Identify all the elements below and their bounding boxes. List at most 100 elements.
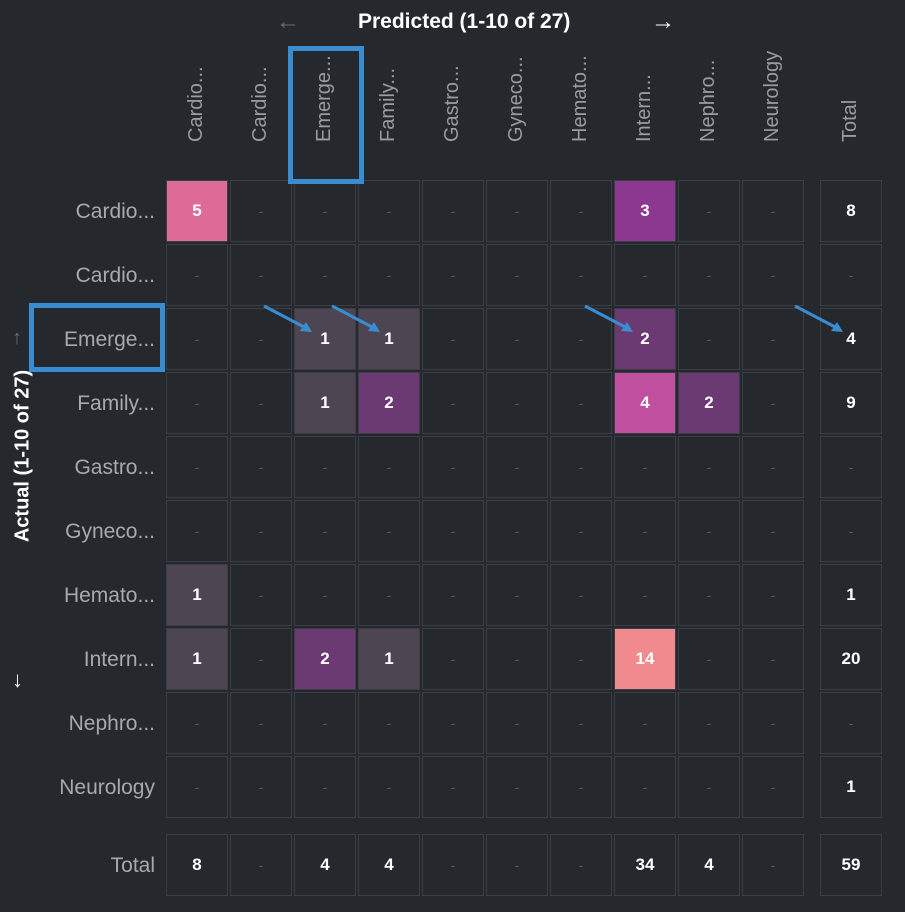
matrix-cell[interactable]: -: [358, 756, 420, 818]
row-total-cell[interactable]: 9: [820, 372, 882, 434]
matrix-cell[interactable]: -: [486, 564, 548, 626]
row-label[interactable]: Cardio...: [75, 200, 155, 223]
matrix-cell[interactable]: -: [422, 372, 484, 434]
matrix-cell[interactable]: -: [358, 244, 420, 306]
matrix-cell[interactable]: 2: [678, 372, 740, 434]
row-label[interactable]: Neurology: [59, 776, 155, 799]
matrix-cell[interactable]: -: [742, 180, 804, 242]
row-total-cell[interactable]: 8: [820, 180, 882, 242]
column-total-cell[interactable]: -: [422, 834, 484, 896]
matrix-cell[interactable]: -: [550, 564, 612, 626]
row-label[interactable]: Hemato...: [63, 584, 155, 607]
matrix-cell[interactable]: -: [486, 756, 548, 818]
matrix-cell[interactable]: -: [166, 436, 228, 498]
matrix-cell[interactable]: -: [486, 692, 548, 754]
matrix-cell[interactable]: 14: [614, 628, 676, 690]
matrix-cell[interactable]: -: [678, 180, 740, 242]
matrix-cell[interactable]: -: [742, 436, 804, 498]
next-columns-arrow-icon[interactable]: →: [651, 8, 675, 35]
matrix-cell[interactable]: -: [166, 244, 228, 306]
matrix-cell[interactable]: -: [230, 500, 292, 562]
matrix-cell[interactable]: -: [678, 244, 740, 306]
matrix-cell[interactable]: -: [486, 244, 548, 306]
row-total-cell[interactable]: -: [820, 244, 882, 306]
matrix-cell[interactable]: -: [358, 564, 420, 626]
matrix-cell[interactable]: 1: [166, 628, 228, 690]
matrix-cell[interactable]: -: [422, 756, 484, 818]
matrix-cell[interactable]: -: [678, 564, 740, 626]
column-total-cell[interactable]: 34: [614, 834, 676, 896]
matrix-cell[interactable]: -: [294, 756, 356, 818]
column-total-cell[interactable]: 4: [294, 834, 356, 896]
row-total-cell[interactable]: 1: [820, 564, 882, 626]
matrix-cell[interactable]: -: [230, 692, 292, 754]
matrix-cell[interactable]: -: [230, 756, 292, 818]
column-total-cell[interactable]: 4: [358, 834, 420, 896]
column-label[interactable]: Hemato...: [550, 45, 614, 165]
matrix-cell[interactable]: -: [358, 436, 420, 498]
row-total-cell[interactable]: 1: [820, 756, 882, 818]
matrix-cell[interactable]: -: [294, 436, 356, 498]
matrix-cell[interactable]: -: [166, 692, 228, 754]
matrix-cell[interactable]: 2: [614, 308, 676, 370]
matrix-cell[interactable]: -: [614, 756, 676, 818]
matrix-cell[interactable]: -: [742, 756, 804, 818]
column-total-cell[interactable]: 8: [166, 834, 228, 896]
column-total-cell[interactable]: 4: [678, 834, 740, 896]
matrix-cell[interactable]: 1: [358, 308, 420, 370]
matrix-cell[interactable]: -: [550, 180, 612, 242]
matrix-cell[interactable]: -: [294, 244, 356, 306]
column-label[interactable]: Cardio...: [166, 45, 230, 165]
matrix-cell[interactable]: -: [742, 564, 804, 626]
matrix-cell[interactable]: -: [422, 180, 484, 242]
matrix-cell[interactable]: -: [166, 756, 228, 818]
column-total-cell[interactable]: -: [742, 834, 804, 896]
row-total-cell[interactable]: -: [820, 436, 882, 498]
column-total-cell[interactable]: -: [230, 834, 292, 896]
matrix-cell[interactable]: -: [614, 244, 676, 306]
matrix-cell[interactable]: -: [486, 372, 548, 434]
matrix-cell[interactable]: -: [358, 692, 420, 754]
matrix-cell[interactable]: -: [742, 628, 804, 690]
matrix-cell[interactable]: -: [550, 308, 612, 370]
matrix-cell[interactable]: -: [678, 756, 740, 818]
matrix-cell[interactable]: -: [486, 308, 548, 370]
matrix-cell[interactable]: -: [230, 244, 292, 306]
matrix-cell[interactable]: -: [614, 692, 676, 754]
next-rows-arrow-icon[interactable]: ↓: [12, 667, 23, 692]
column-label[interactable]: Cardio...: [230, 45, 294, 165]
matrix-cell[interactable]: -: [422, 692, 484, 754]
row-total-cell[interactable]: 20: [820, 628, 882, 690]
matrix-cell[interactable]: -: [742, 692, 804, 754]
matrix-cell[interactable]: -: [486, 436, 548, 498]
matrix-cell[interactable]: -: [614, 500, 676, 562]
matrix-cell[interactable]: -: [294, 692, 356, 754]
matrix-cell[interactable]: -: [550, 756, 612, 818]
matrix-cell[interactable]: 2: [358, 372, 420, 434]
matrix-cell[interactable]: -: [422, 436, 484, 498]
matrix-cell[interactable]: -: [422, 500, 484, 562]
column-label[interactable]: Family...: [358, 45, 422, 165]
matrix-cell[interactable]: -: [678, 628, 740, 690]
matrix-cell[interactable]: 1: [294, 308, 356, 370]
matrix-cell[interactable]: -: [230, 564, 292, 626]
row-label[interactable]: Nephro...: [68, 712, 155, 735]
prev-rows-arrow-icon[interactable]: ↑: [12, 327, 22, 349]
matrix-cell[interactable]: 1: [294, 372, 356, 434]
matrix-cell[interactable]: 3: [614, 180, 676, 242]
matrix-cell[interactable]: -: [230, 628, 292, 690]
matrix-cell[interactable]: -: [550, 372, 612, 434]
row-total-cell[interactable]: -: [820, 500, 882, 562]
matrix-cell[interactable]: -: [422, 628, 484, 690]
matrix-cell[interactable]: -: [486, 628, 548, 690]
column-total-cell[interactable]: -: [486, 834, 548, 896]
matrix-cell[interactable]: -: [550, 500, 612, 562]
matrix-cell[interactable]: 1: [358, 628, 420, 690]
matrix-cell[interactable]: -: [550, 692, 612, 754]
matrix-cell[interactable]: -: [742, 372, 804, 434]
matrix-cell[interactable]: -: [742, 308, 804, 370]
matrix-cell[interactable]: -: [678, 308, 740, 370]
matrix-cell[interactable]: -: [294, 564, 356, 626]
matrix-cell[interactable]: -: [678, 692, 740, 754]
column-label[interactable]: Neurology: [742, 45, 806, 165]
